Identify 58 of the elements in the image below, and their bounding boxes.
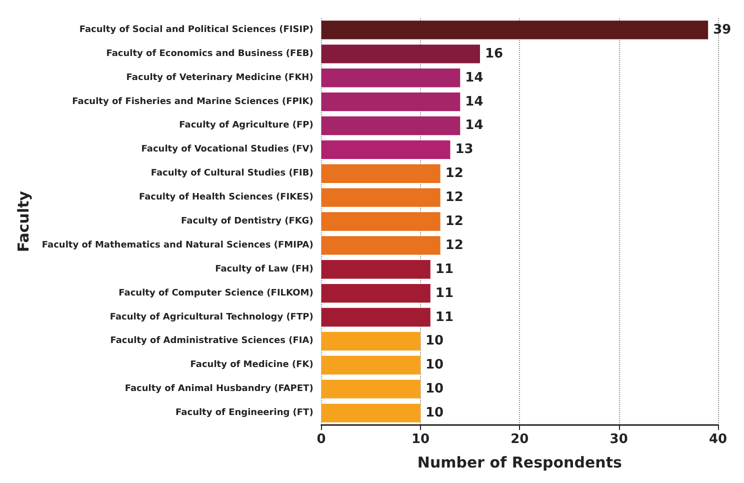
bar [321, 188, 440, 207]
x-tick-label: 40 [708, 432, 728, 447]
bar [321, 212, 440, 231]
data-label: 14 [465, 94, 484, 110]
bar [321, 140, 450, 160]
y-axis-title: Faculty [14, 190, 32, 252]
bar [321, 356, 420, 374]
y-tick-label: Faculty of Mathematics and Natural Sciences (FMIPA) [42, 240, 314, 250]
y-tick-label: Faculty of Fisheries and Marine Sciences (FPIK) [72, 96, 314, 107]
data-label: 16 [484, 46, 504, 62]
data-label: 11 [435, 286, 454, 301]
bar [321, 68, 460, 88]
data-label: 10 [425, 382, 444, 397]
bar [321, 164, 440, 183]
bar [321, 380, 420, 398]
bar [321, 260, 430, 279]
y-tick-label: Faculty of Administrative Sciences (FIA) [110, 336, 314, 346]
x-tick-label: 20 [510, 432, 529, 447]
y-tick-label: Faculty of Social and Political Sciences (FISIP) [79, 24, 314, 35]
x-tick-label: 10 [411, 432, 430, 447]
data-label: 11 [435, 262, 454, 277]
bar [321, 332, 420, 351]
y-tick-label: Faculty of Computer Science (FILKOM) [118, 288, 314, 298]
data-label: 10 [425, 334, 444, 349]
y-tick-label: Faculty of Agricultural Technology (FTP) [110, 312, 314, 322]
y-tick-label: Faculty of Economics and Business (FEB) [106, 48, 314, 59]
data-label: 10 [425, 358, 444, 373]
data-label: 10 [425, 406, 444, 421]
y-tick-label: Faculty of Animal Husbandry (FAPET) [124, 384, 314, 394]
bar [321, 44, 480, 64]
data-label: 12 [445, 166, 464, 182]
bar [321, 308, 430, 327]
data-label: 13 [455, 142, 474, 158]
y-tick-label: Faculty of Vocational Studies (FV) [141, 144, 314, 155]
y-tick-label: Faculty of Cultural Studies (FIB) [150, 168, 314, 179]
bar [321, 116, 460, 136]
y-tick-label: Faculty of Engineering (FT) [176, 408, 314, 418]
x-tick-label: 30 [610, 432, 628, 447]
bar [321, 236, 440, 255]
bar [321, 284, 430, 303]
x-axis-title: Number of Respondents [417, 454, 622, 472]
data-label: 14 [465, 70, 484, 86]
y-tick-label: Faculty of Health Sciences (FIKES) [138, 192, 314, 203]
bar [321, 20, 708, 40]
y-tick-label: Faculty of Dentistry (FKG) [181, 216, 314, 226]
data-label: 39 [713, 22, 732, 38]
y-tick-label: Faculty of Agriculture (FP) [179, 120, 314, 131]
bar [321, 404, 420, 422]
data-label: 11 [435, 310, 454, 325]
y-tick-label: Faculty of Law (FH) [215, 264, 314, 274]
data-label: 12 [445, 238, 464, 253]
data-label: 12 [445, 214, 464, 229]
y-tick-label: Faculty of Veterinary Medicine (FKH) [126, 72, 314, 83]
data-label: 12 [445, 190, 464, 206]
y-tick-label: Faculty of Medicine (FK) [190, 360, 314, 370]
x-tick-label: 0 [316, 432, 326, 447]
data-label: 14 [465, 118, 484, 134]
bar [321, 92, 460, 112]
